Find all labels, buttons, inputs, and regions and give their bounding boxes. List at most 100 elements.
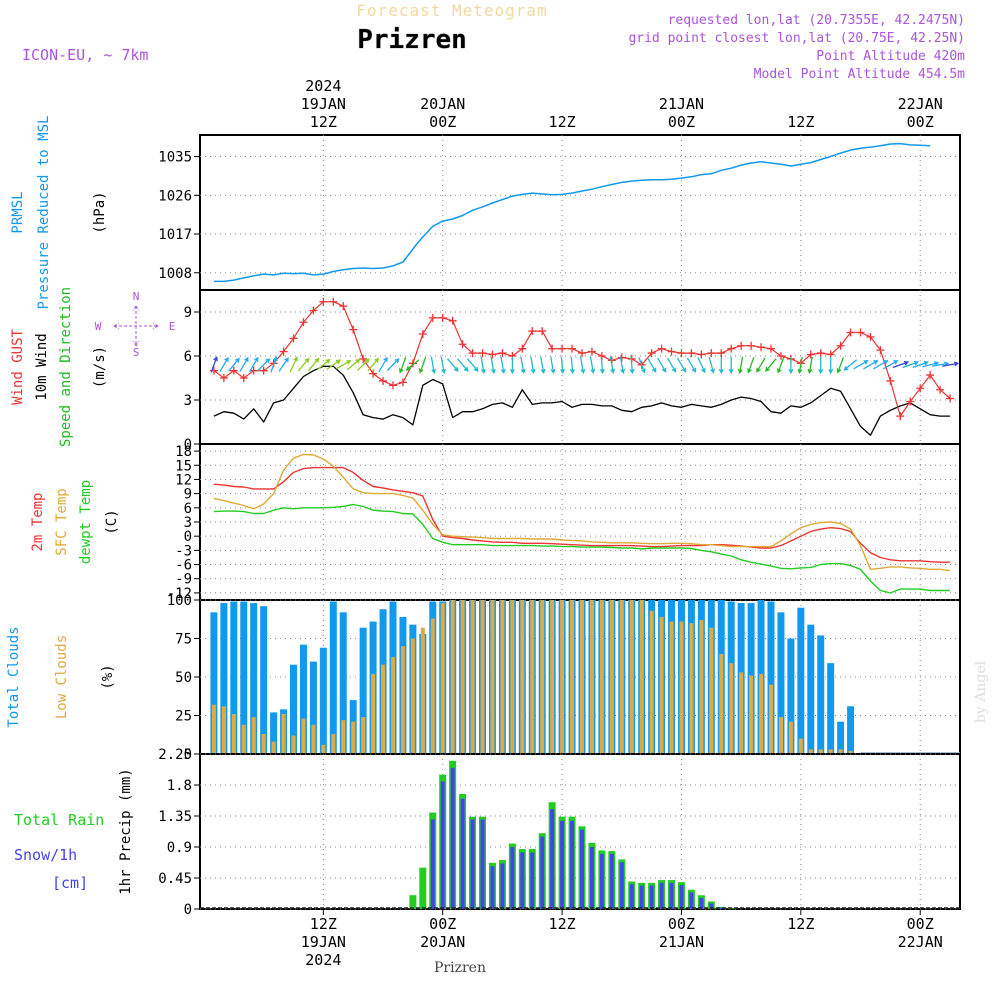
- pressure-line: [213, 142, 931, 283]
- total-cloud-bar: [250, 603, 258, 754]
- low-cloud-bar: [410, 638, 415, 754]
- low-cloud-bar: [241, 724, 246, 754]
- y-tick-label: 1008: [158, 266, 192, 282]
- y-tick-label: 1.35: [158, 809, 192, 825]
- snow-bar: [579, 829, 584, 909]
- wind-direction-arrow: [697, 357, 706, 374]
- y-tick-label: 100: [167, 593, 192, 609]
- wind-direction-arrow: [500, 356, 506, 375]
- gust-marker: [279, 347, 288, 356]
- snow-bar: [639, 885, 644, 909]
- snow-bar: [719, 907, 724, 909]
- total-cloud-bar: [220, 603, 228, 754]
- wind-direction-arrow: [307, 357, 320, 372]
- wind-direction-arrow: [326, 359, 342, 370]
- panel-frame: [199, 134, 961, 291]
- low-cloud-bar: [500, 600, 505, 754]
- y-tick-label: -6: [175, 558, 192, 574]
- low-cloud-bar: [749, 675, 754, 754]
- model-label: ICON-EU, ~ 7km: [22, 46, 148, 64]
- top-time-label: 00Z: [668, 113, 695, 131]
- low-cloud-bar: [719, 653, 724, 754]
- top-time-label: 12Z: [549, 113, 576, 131]
- snow-bar: [629, 884, 634, 909]
- top-time-label: 12Z: [787, 113, 814, 131]
- gust-marker: [896, 412, 905, 421]
- bottom-time-label: 19JAN: [301, 933, 346, 951]
- y-tick-label: 3: [184, 515, 192, 531]
- wind-direction-arrow: [599, 356, 605, 375]
- low-cloud-bar: [699, 620, 704, 754]
- panel-axis-label: Pressure Reduced to MSL: [36, 116, 52, 310]
- gust-marker: [438, 313, 447, 322]
- snow-bar: [500, 863, 505, 909]
- low-cloud-bar: [828, 749, 833, 754]
- top-time-label: 20JAN: [420, 95, 465, 113]
- bottom-time-label: 2024: [305, 951, 341, 969]
- gust-marker: [886, 376, 895, 385]
- snow-bar: [649, 885, 654, 909]
- temp-2m-line: [213, 466, 951, 563]
- gust-marker: [408, 359, 417, 368]
- gust-marker: [747, 341, 756, 350]
- low-cloud-bar: [361, 717, 366, 754]
- wind-direction-arrow: [892, 360, 910, 369]
- panel-axis-label: 2m Temp: [30, 492, 46, 551]
- wind-direction-arrow: [686, 357, 697, 373]
- snow-bar: [619, 862, 624, 909]
- total-cloud-bar: [359, 627, 367, 754]
- low-cloud-bar: [311, 724, 316, 754]
- gust-marker: [518, 344, 527, 353]
- y-tick-label: 0.9: [167, 840, 192, 856]
- total-cloud-bar: [797, 607, 805, 754]
- meteogram-subtitle: Forecast Meteogram: [356, 1, 547, 20]
- wind-direction-arrow: [797, 356, 803, 375]
- wind-direction-arrow: [530, 356, 536, 375]
- snow-bar: [560, 820, 565, 909]
- total-cloud-bar: [339, 612, 347, 754]
- low-cloud-bar: [768, 684, 773, 754]
- low-cloud-bar: [709, 627, 714, 754]
- gust-marker: [458, 340, 467, 349]
- gust-marker: [289, 334, 298, 343]
- precip-panel: 0 0.45 0.9 1.35 1.8 2.25 1hr Precip (mm): [118, 747, 961, 918]
- snow-bar: [550, 809, 555, 909]
- top-time-label: 2024: [305, 77, 341, 95]
- panel-axis-label: 10m Wind: [34, 333, 50, 400]
- gust-marker: [398, 378, 407, 387]
- gust-marker: [388, 381, 397, 390]
- low-cloud-bar: [281, 713, 286, 754]
- snow-bar: [689, 892, 694, 909]
- y-tick-label: 2.25: [158, 747, 192, 763]
- gust-marker: [657, 344, 666, 353]
- low-cloud-bar: [639, 600, 644, 754]
- total-cloud-bar: [230, 601, 238, 754]
- wind-direction-arrow: [249, 356, 259, 373]
- wind-direction-arrow: [520, 356, 526, 375]
- wind-direction-arrow: [405, 359, 420, 371]
- bottom-time-label: 00Z: [668, 915, 695, 933]
- wind-direction-arrow: [447, 358, 459, 372]
- snow-bar: [669, 882, 674, 909]
- wind-direction-arrow: [776, 357, 785, 374]
- low-cloud-bar: [231, 713, 236, 754]
- gust-marker: [926, 371, 935, 380]
- gust-marker: [876, 346, 885, 355]
- wind-direction-arrow: [316, 358, 331, 371]
- low-cloud-bar: [450, 600, 455, 754]
- low-cloud-bar: [460, 600, 465, 754]
- y-tick-label: 1017: [158, 227, 192, 243]
- low-cloud-bar: [530, 600, 535, 754]
- y-tick-label: 1035: [158, 150, 192, 166]
- snow-unit-legend: [cm]: [52, 874, 88, 892]
- low-cloud-bar: [430, 618, 435, 754]
- panel-axis-label: Wind GUST: [10, 329, 26, 405]
- low-cloud-bar: [371, 673, 376, 754]
- low-cloud-bar: [759, 673, 764, 754]
- low-cloud-bar: [301, 718, 306, 754]
- low-cloud-bar: [470, 600, 475, 754]
- low-cloud-bar: [818, 749, 823, 754]
- gust-marker: [359, 354, 368, 363]
- gust-marker: [836, 341, 845, 350]
